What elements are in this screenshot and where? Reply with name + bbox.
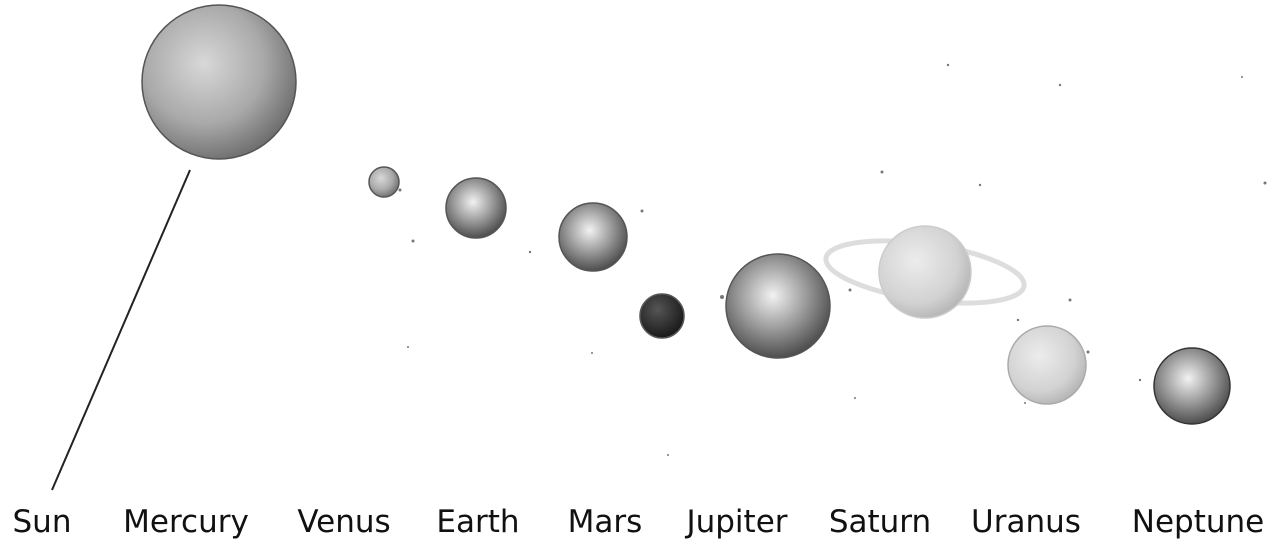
- planet-label: Venus: [297, 504, 390, 540]
- planet-label: Mars: [568, 504, 643, 540]
- planet-label: Earth: [436, 504, 519, 540]
- stars: [398, 63, 1267, 456]
- mars-body: [639, 293, 685, 339]
- earth-body: [558, 202, 628, 272]
- labels: Sun Mercury Venus Earth Mars Jupiter Sat…: [13, 504, 1265, 540]
- mercury-body: [368, 166, 400, 198]
- planet-label: Saturn: [829, 504, 931, 540]
- saturn-body: [878, 225, 972, 319]
- planet-label: Neptune: [1132, 504, 1264, 540]
- planet-label: Jupiter: [684, 504, 787, 540]
- venus-body: [445, 177, 507, 239]
- planet-label: Mercury: [123, 504, 249, 540]
- planet-label: Uranus: [971, 504, 1081, 540]
- jupiter-body: [725, 253, 831, 359]
- uranus-body: [1007, 325, 1087, 405]
- leader-line: [51, 169, 191, 491]
- neptune-body: [1153, 347, 1231, 425]
- sun-body: [141, 4, 297, 160]
- planet-label: Sun: [13, 504, 72, 540]
- planets: [141, 4, 1231, 425]
